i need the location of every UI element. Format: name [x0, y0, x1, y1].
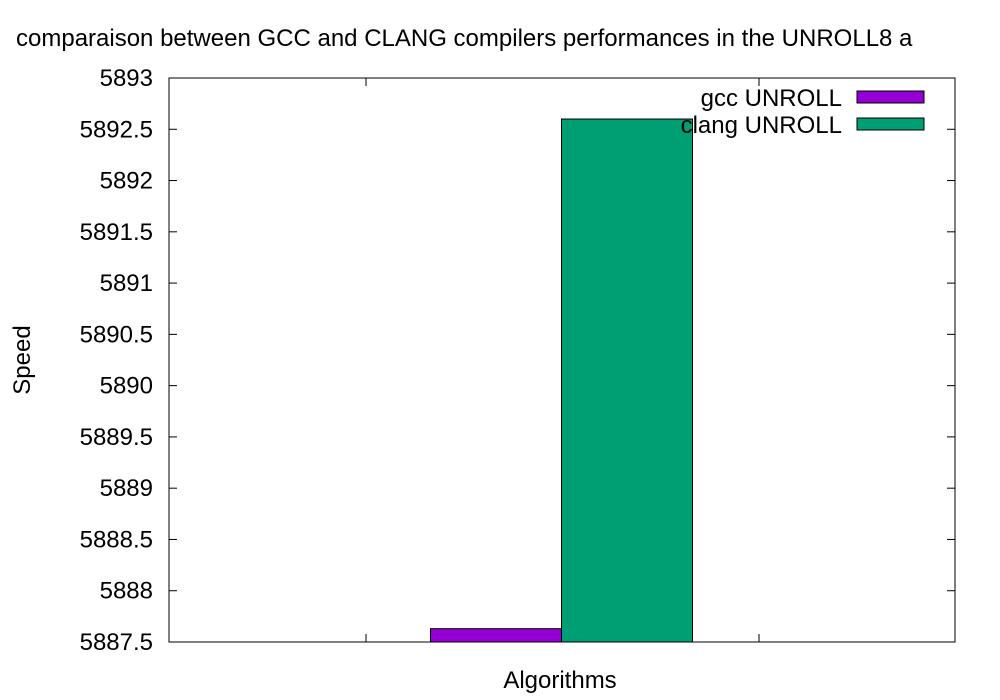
y-tick-label: 5893 — [100, 65, 153, 92]
x-axis-label: Algorithms — [503, 667, 616, 694]
bar-clang-unroll — [561, 118, 693, 643]
y-tick-label: 5887.5 — [80, 629, 153, 656]
bar-gcc-unroll — [430, 628, 562, 643]
y-tick-label: 5888 — [100, 578, 153, 605]
bars — [430, 118, 693, 643]
legend-swatch — [856, 117, 925, 131]
y-tick-label: 5891 — [100, 270, 153, 297]
legend-label: clang UNROLL — [681, 112, 842, 139]
y-tick-label: 5892 — [100, 168, 153, 195]
y-tick-label: 5892.5 — [80, 116, 153, 143]
y-axis-label: Speed — [9, 325, 36, 394]
y-tick-label: 5891.5 — [80, 219, 153, 246]
legend-swatch — [856, 90, 925, 104]
y-tick-label: 5890 — [100, 373, 153, 400]
y-tick-label: 5889.5 — [80, 424, 153, 451]
y-tick-label: 5888.5 — [80, 526, 153, 553]
y-tick-label: 5889 — [100, 475, 153, 502]
chart-title: comparaison between GCC and CLANG compil… — [16, 25, 913, 52]
y-axis: 5887.5 5888 5888.5 5889 5889.5 5890 5890.5 5891… — [80, 65, 955, 656]
y-tick-label: 5890.5 — [80, 321, 153, 348]
legend-label: gcc UNROLL — [701, 85, 842, 112]
